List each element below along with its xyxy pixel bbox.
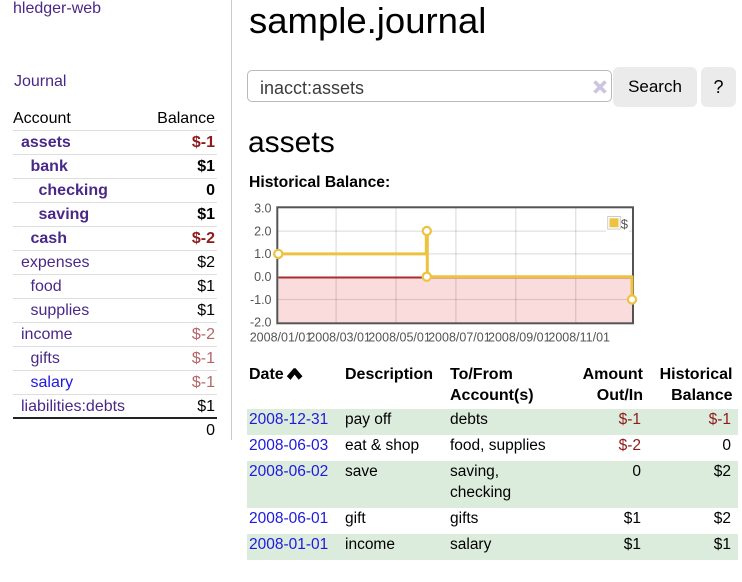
svg-text:2008/03/01: 2008/03/01 (308, 331, 371, 345)
svg-text:0.0: 0.0 (254, 270, 271, 284)
svg-text:1.0: 1.0 (254, 247, 271, 261)
svg-text:2008/01/01: 2008/01/01 (250, 331, 313, 345)
svg-text:2008/09/01: 2008/09/01 (488, 331, 551, 345)
svg-text:2008/05/01: 2008/05/01 (368, 331, 431, 345)
svg-text:$: $ (621, 216, 629, 231)
svg-text:-1.0: -1.0 (250, 293, 272, 307)
svg-text:-2.0: -2.0 (250, 316, 272, 330)
svg-text:2.0: 2.0 (254, 224, 271, 238)
svg-text:2008/11/01: 2008/11/01 (548, 331, 610, 345)
svg-text:3.0: 3.0 (254, 202, 271, 216)
svg-text:2008/07/01: 2008/07/01 (428, 331, 491, 345)
